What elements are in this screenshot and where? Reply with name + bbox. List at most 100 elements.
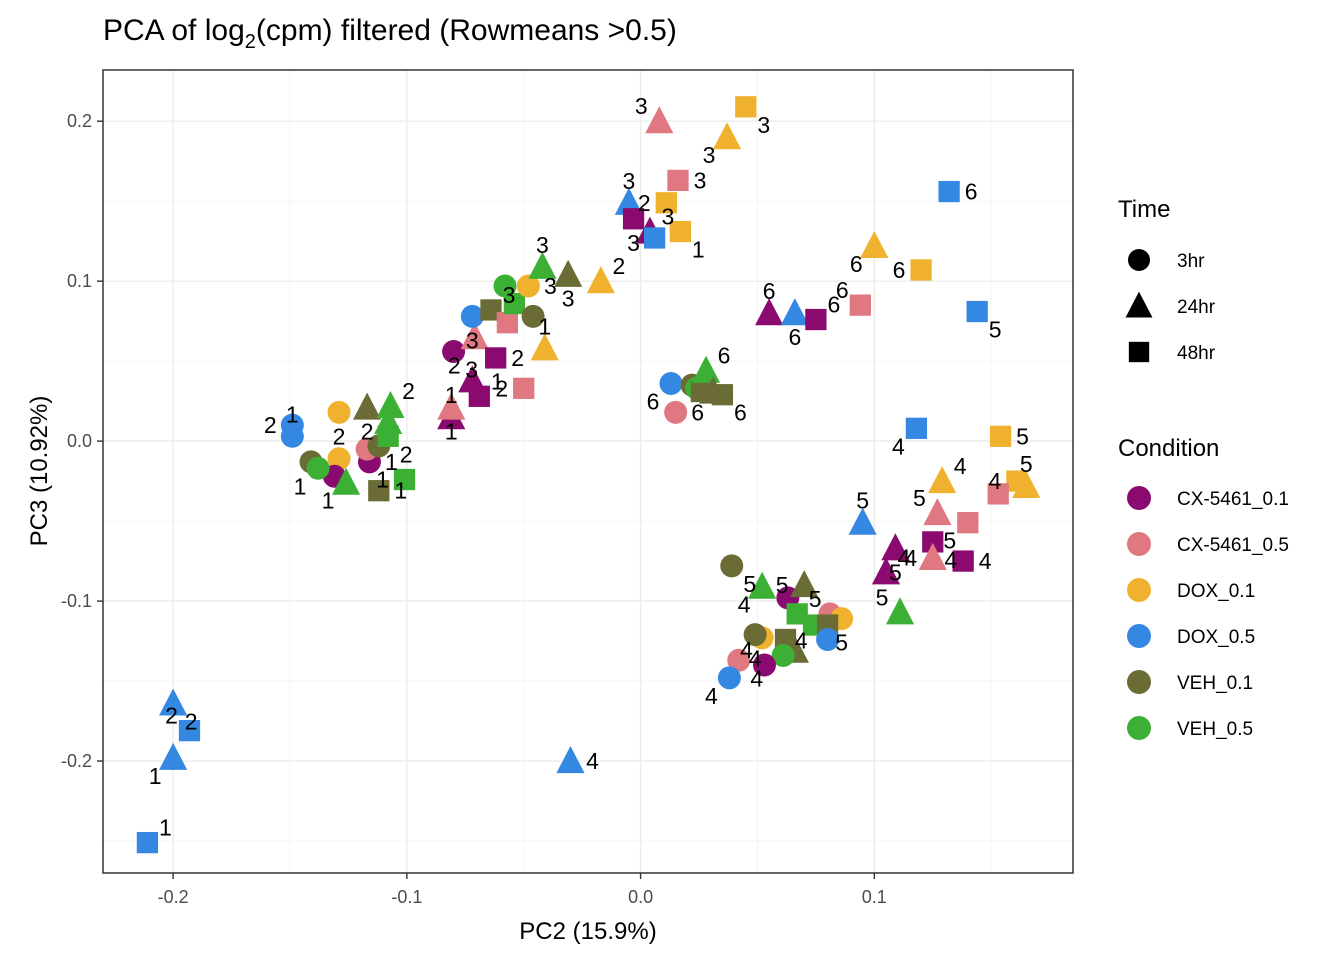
legend-condition-key — [1127, 624, 1151, 648]
point-label: 3 — [694, 167, 707, 193]
point-cx-5461-0-5-48hr — [987, 483, 1009, 505]
point-dox-0-5-48hr — [938, 180, 960, 203]
point-label: 3 — [635, 93, 648, 119]
point-label: 1 — [445, 382, 458, 408]
point-label: 5 — [889, 559, 902, 585]
point-label: 4 — [904, 545, 917, 571]
point-dox-0-1-24hr — [928, 466, 957, 494]
point-veh-0-5-48hr — [377, 425, 399, 447]
point-veh-0-5-48hr — [503, 292, 526, 315]
point-label: 6 — [893, 257, 906, 283]
point-label: 3 — [503, 282, 516, 308]
point-dox-0-5-3hr — [816, 627, 840, 651]
point-dox-0-5-3hr — [280, 424, 304, 448]
point-label: 4 — [740, 637, 753, 663]
point-label: 1 — [294, 473, 307, 499]
point-label: 5 — [943, 528, 956, 554]
point-label: 5 — [913, 485, 926, 511]
point-veh-0-5-3hr — [771, 643, 795, 667]
point-dox-0-1-3hr — [327, 447, 351, 471]
point-label: 4 — [944, 547, 957, 573]
point-label: 2 — [165, 703, 178, 729]
point-cx-5461-0-1-24hr — [458, 365, 487, 393]
point-cx-5461-0-1-24hr — [755, 298, 784, 326]
point-label: 6 — [647, 389, 660, 415]
point-label: 1 — [149, 763, 162, 789]
legend-time-title: Time — [1118, 196, 1170, 223]
point-label: 2 — [333, 423, 346, 449]
point-label: 5 — [835, 630, 848, 656]
point-label: 6 — [691, 399, 704, 425]
point-veh-0-1-24hr — [554, 259, 583, 287]
point-label: 5 — [1016, 423, 1029, 449]
point-label: 6 — [788, 324, 801, 350]
point-veh-0-5-48hr — [393, 468, 416, 491]
point-dox-0-5-48hr — [966, 300, 988, 323]
point-dox-0-5-24hr — [848, 507, 877, 535]
point-label: 3 — [703, 142, 716, 168]
point-cx-5461-0-5-48hr — [513, 377, 535, 399]
y-tick-label: -0.1 — [61, 591, 92, 611]
point-label: 5 — [809, 586, 822, 612]
point-label: 3 — [757, 112, 770, 138]
point-label: 4 — [705, 683, 718, 709]
point-label: 2 — [402, 378, 415, 404]
point-veh-0-5-3hr — [306, 456, 330, 480]
point-veh-0-1-48hr — [711, 384, 734, 406]
point-cx-5461-0-5-24hr — [923, 498, 952, 526]
point-label: 1 — [159, 815, 172, 841]
legend-condition-key — [1127, 716, 1151, 740]
point-label: 1 — [394, 478, 407, 504]
point-label: 2 — [264, 412, 277, 438]
point-label: 4 — [892, 433, 905, 459]
point-label: 2 — [185, 708, 198, 734]
legend-condition-label: DOX_0.5 — [1177, 627, 1255, 648]
plot-panel-border — [102, 69, 1074, 874]
point-label: 6 — [763, 278, 776, 304]
point-label: 1 — [376, 466, 389, 492]
point-dox-0-1-48hr — [735, 96, 757, 118]
point-cx-5461-0-5-24hr — [460, 322, 489, 350]
point-dox-0-5-24hr — [159, 742, 188, 770]
data-points — [136, 96, 1041, 854]
legend-condition-title: Condition — [1118, 435, 1219, 462]
y-tick-label: -0.2 — [61, 751, 92, 771]
point-label: 6 — [836, 277, 849, 303]
point-dox-0-5-48hr — [136, 831, 159, 854]
point-dox-0-5-24hr — [780, 298, 809, 326]
point-dox-0-1-24hr — [530, 333, 559, 361]
point-label: 1 — [491, 368, 504, 394]
point-cx-5461-0-5-24hr — [437, 392, 466, 420]
point-label: 1 — [445, 419, 458, 445]
x-tick-label: 0.1 — [862, 887, 887, 907]
point-dox-0-5-24hr — [159, 688, 188, 716]
point-dox-0-5-48hr — [643, 227, 666, 249]
legend-time-label: 24hr — [1177, 297, 1216, 318]
point-label: 4 — [749, 646, 762, 672]
point-cx-5461-0-1-24hr — [871, 557, 901, 585]
point-label: 2 — [495, 375, 508, 401]
point-veh-0-5-24hr — [331, 467, 361, 495]
point-cx-5461-0-1-3hr — [752, 653, 776, 677]
point-cx-5461-0-5-48hr — [957, 512, 979, 534]
point-veh-0-5-48hr — [786, 603, 808, 625]
point-veh-0-1-3hr — [720, 554, 744, 578]
point-label: 5 — [876, 584, 889, 610]
point-dox-0-5-48hr — [905, 417, 928, 439]
point-cx-5461-0-5-48hr — [849, 294, 871, 316]
point-veh-0-5-24hr — [748, 571, 777, 599]
point-label: 5 — [856, 488, 869, 514]
point-dox-0-5-48hr — [178, 719, 201, 742]
point-cx-5461-0-1-48hr — [622, 208, 645, 230]
y-tick-label: 0.2 — [67, 111, 92, 131]
legend-time-key-48hr — [1128, 341, 1150, 363]
point-label: 3 — [465, 357, 478, 383]
point-veh-0-5-24hr — [885, 597, 915, 625]
point-label: 1 — [322, 488, 335, 514]
point-cx-5461-0-5-48hr — [667, 169, 689, 192]
legend-condition-label: VEH_0.1 — [1177, 673, 1253, 694]
legend-condition-key — [1127, 578, 1151, 602]
point-veh-0-1-48hr — [480, 299, 502, 321]
point-label: 3 — [536, 232, 549, 258]
